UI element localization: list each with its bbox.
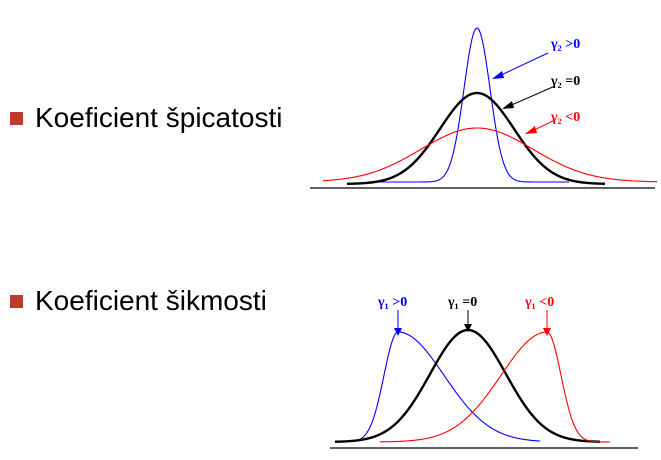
curve-positive-skew — [359, 331, 541, 442]
skewness-label: Koeficient šikmosti — [35, 285, 267, 316]
label-kurtosis-negative: γ₂ <0 — [550, 110, 580, 125]
curve-symmetric — [334, 328, 601, 443]
curve-platykurtic — [322, 127, 658, 183]
label-skewness-zero: γ₁ =0 — [447, 295, 477, 310]
curve-mesokurtic — [346, 91, 606, 186]
arrowhead-positive-skew-icon — [394, 328, 402, 336]
bullet-square-icon — [10, 111, 23, 125]
curve-leptokurtic — [377, 27, 569, 183]
arrowhead-leptokurtic-icon — [492, 71, 504, 79]
curve-negative-skew — [379, 331, 611, 443]
arrow-leptokurtic — [496, 52, 549, 78]
skewness-diagram: γ₁ >0 γ₁ =0 γ₁ <0 — [330, 295, 638, 449]
arrowhead-mesokurtic-icon — [502, 101, 514, 109]
kurtosis-diagram: γ₂ >0 γ₂ =0 γ₂ <0 — [310, 27, 658, 189]
label-kurtosis-zero: γ₂ =0 — [550, 74, 580, 89]
bullet-kurtosis: Koeficient špicatosti — [10, 102, 282, 134]
arrowhead-platykurtic-icon — [525, 126, 537, 134]
label-kurtosis-positive: γ₂ >0 — [550, 37, 580, 52]
kurtosis-label: Koeficient špicatosti — [35, 102, 283, 133]
bullet-square-icon — [10, 294, 23, 308]
arrowhead-negative-skew-icon — [543, 328, 551, 336]
arrowhead-symmetric-icon — [464, 324, 472, 332]
bullet-skewness: Koeficient šikmosti — [10, 285, 267, 317]
arrow-mesokurtic — [506, 85, 556, 108]
label-skewness-positive: γ₁ >0 — [377, 295, 407, 310]
label-skewness-negative: γ₁ <0 — [524, 295, 554, 310]
